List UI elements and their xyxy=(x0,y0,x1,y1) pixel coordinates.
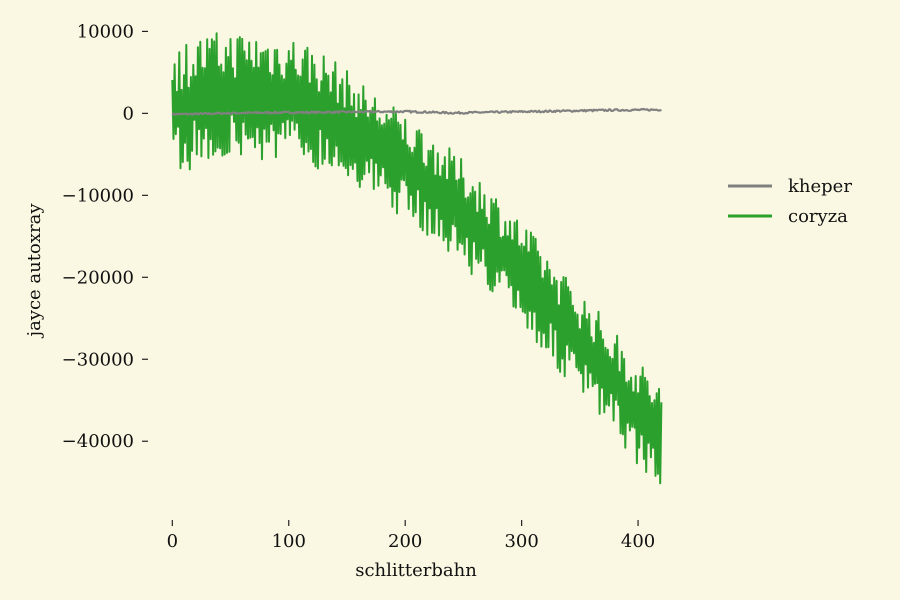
x-axis-title: schlitterbahn xyxy=(355,560,477,581)
series-line-kheper xyxy=(171,107,662,116)
x-tick-label: 400 xyxy=(621,531,655,552)
x-tick-label: 200 xyxy=(388,531,422,552)
y-axis-title: jayce autoxray xyxy=(24,203,45,339)
plot-area xyxy=(171,32,663,485)
y-tick-label: −30000 xyxy=(62,349,134,370)
x-tick-label: 0 xyxy=(167,531,178,552)
y-tick-label: 10000 xyxy=(77,21,134,42)
legend: kheper coryza xyxy=(728,176,852,227)
x-tick-label: 100 xyxy=(272,531,306,552)
x-tick-label: 300 xyxy=(504,531,538,552)
y-tick-label: −40000 xyxy=(62,431,134,452)
y-tick-label: −20000 xyxy=(62,267,134,288)
x-axis: 0 100 200 300 400 xyxy=(167,520,655,552)
y-axis: 10000 0 −10000 −20000 −30000 −40000 xyxy=(62,21,148,452)
legend-label-coryza: coryza xyxy=(788,206,848,227)
y-tick-label: −10000 xyxy=(62,185,134,206)
series-line-coryza xyxy=(171,32,663,485)
y-tick-label: 0 xyxy=(123,103,134,124)
legend-label-kheper: kheper xyxy=(788,176,852,197)
